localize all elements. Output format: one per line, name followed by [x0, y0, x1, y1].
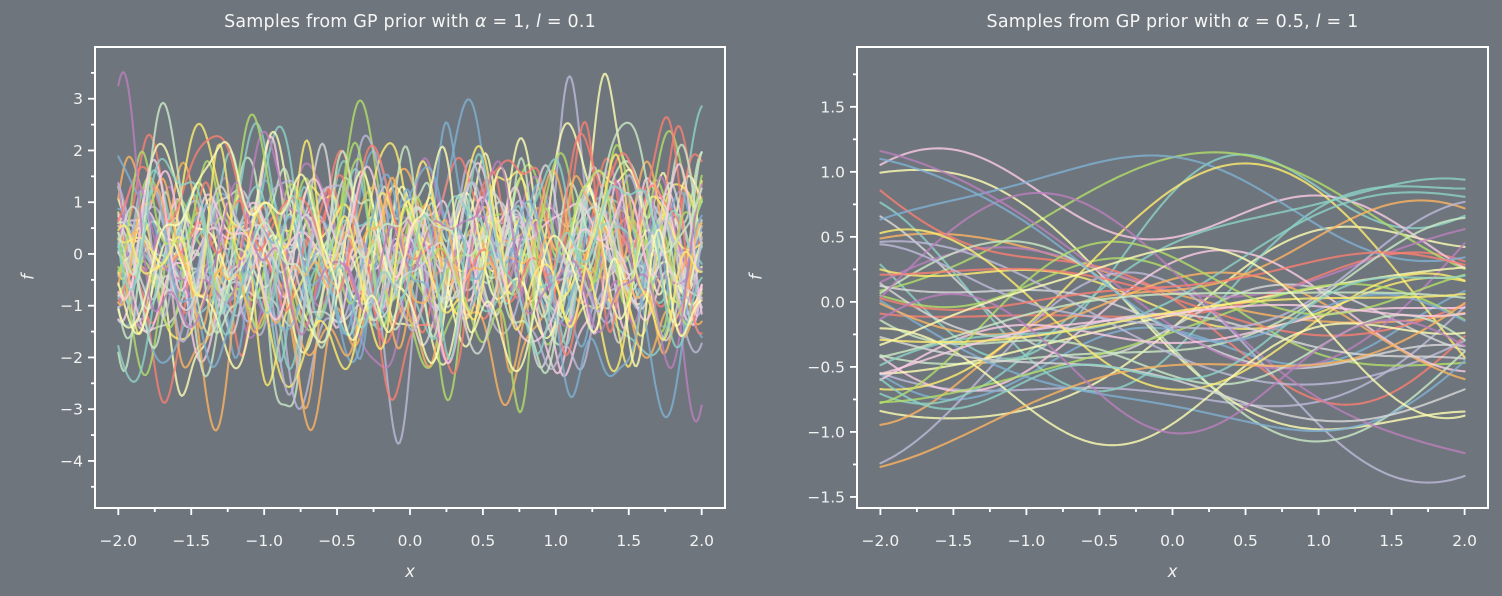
gp-sample-curve	[879, 240, 1466, 386]
gp-sample-curve	[879, 153, 1466, 360]
title-text: Samples from GP prior with	[224, 12, 476, 32]
y-tick-label: 1.0	[820, 163, 845, 181]
axis-tick-labels: −2.0 −1.5 −1.0 −0.5 0.0 0.5 1.0 1.5 2.0 3 2 1 0 −1 −2 −…	[60, 90, 714, 550]
gp-sample-curve	[879, 147, 1466, 270]
plot-title-right: Samples from GP prior with α = 0.5, l = …	[857, 12, 1488, 36]
gp-sample-curve	[117, 150, 703, 363]
title-text: = 0.5,	[1249, 12, 1316, 32]
gp-sample-curve	[879, 162, 1466, 391]
x-tick-label: 1.0	[544, 532, 569, 550]
gp-sample-curve	[117, 158, 703, 365]
title-text: = 0.1	[541, 12, 596, 32]
y-tick-label: −2	[60, 349, 83, 367]
gp-prior-plot-right: −2.0 −1.5 −1.0 −0.5 0.0 0.5 1.0 1.5 2.0 1.5 1.0 0.5…	[807, 46, 1489, 550]
gp-sample-curve	[117, 101, 703, 375]
plot-title-left: Samples from GP prior with α = 1, l = 0.…	[95, 12, 725, 36]
gp-sample-curve	[117, 170, 703, 370]
gp-sample-curve	[117, 157, 703, 401]
gp-sample-curve	[879, 303, 1466, 375]
gp-sample-curve	[879, 245, 1466, 420]
title-math-var: α	[475, 12, 487, 32]
gp-sample-curve	[879, 168, 1466, 431]
gp-sample-curve	[879, 267, 1466, 337]
x-tick-label: 1.5	[616, 532, 641, 550]
x-tick-label: −1.0	[1008, 532, 1046, 550]
y-tick-label: 0.0	[820, 293, 845, 311]
gp-sample-curve	[879, 251, 1466, 311]
x-tick-label: −1.5	[935, 532, 973, 550]
x-tick-label: 1.0	[1306, 532, 1331, 550]
gp-sample-curve	[879, 240, 1466, 443]
y-tick-label: −0.5	[807, 358, 845, 376]
x-tick-label: −2.0	[100, 532, 138, 550]
gp-sample-curve	[117, 201, 703, 334]
gp-sample-curves	[117, 71, 703, 445]
y-tick-label: 0	[73, 245, 83, 263]
gp-sample-curves	[879, 147, 1466, 484]
gp-sample-curve	[117, 140, 703, 373]
axis-ticks	[850, 73, 1466, 515]
x-axis-label-left: x	[405, 562, 415, 581]
y-axis-label-right: f	[746, 274, 766, 280]
y-tick-label: −1.0	[807, 423, 845, 441]
gp-sample-curve	[879, 291, 1466, 359]
title-math-var: l	[536, 12, 542, 32]
x-tick-label: −1.0	[245, 532, 283, 550]
gp-sample-curve	[879, 292, 1466, 344]
gp-sample-curve	[879, 322, 1466, 447]
gp-sample-curve	[879, 301, 1466, 468]
x-tick-label: −1.5	[172, 532, 210, 550]
y-tick-label: 0.5	[820, 228, 845, 246]
y-tick-label: −3	[60, 401, 83, 419]
gp-sample-curve	[879, 271, 1466, 484]
gp-sample-curve	[879, 191, 1466, 455]
y-tick-label: 2	[73, 142, 83, 160]
gp-sample-curve	[879, 306, 1466, 381]
gp-sample-curve	[879, 200, 1466, 330]
y-tick-label: 1.5	[820, 98, 845, 116]
y-tick-label: 3	[73, 90, 83, 108]
gp-sample-curve	[879, 249, 1466, 393]
gp-sample-curve	[117, 158, 703, 383]
gp-sample-curve	[879, 191, 1466, 367]
x-tick-label: −0.5	[318, 532, 356, 550]
gp-sample-curve	[879, 177, 1466, 405]
x-tick-label: −2.0	[862, 532, 900, 550]
axis-ticks	[88, 71, 703, 515]
title-text: Samples from GP prior with	[986, 12, 1238, 32]
axis-tick-labels: −2.0 −1.5 −1.0 −0.5 0.0 0.5 1.0 1.5 2.0 1.5 1.0 0.5…	[807, 98, 1477, 550]
gp-sample-curve	[879, 228, 1466, 391]
x-tick-label: 0.0	[1160, 532, 1185, 550]
title-math-var: α	[1237, 12, 1250, 32]
x-tick-label: −0.5	[1081, 532, 1119, 550]
x-tick-label: 1.5	[1379, 532, 1404, 550]
gp-sample-curve	[117, 174, 703, 396]
y-tick-label: −1	[60, 297, 83, 315]
y-tick-label: 1	[73, 194, 83, 212]
title-text: = 1,	[486, 12, 537, 32]
title-math-var: l	[1315, 12, 1321, 32]
gp-sample-curve	[879, 157, 1466, 343]
gp-sample-curve	[879, 293, 1466, 435]
y-tick-label: −1.5	[807, 488, 845, 506]
x-tick-label: 0.0	[398, 532, 423, 550]
gp-sample-curve	[117, 174, 703, 374]
gp-sample-curve	[117, 143, 703, 378]
y-tick-label: −4	[60, 452, 83, 470]
gp-prior-plot-left: −2.0 −1.5 −1.0 −0.5 0.0 0.5 1.0 1.5 2.0 3 2 1 0 −1 −2 −…	[60, 46, 726, 550]
y-axis-label-left: f	[18, 274, 38, 280]
x-tick-label: 0.5	[471, 532, 496, 550]
gp-sample-curve	[879, 282, 1466, 404]
x-tick-label: 2.0	[1452, 532, 1477, 550]
x-tick-label: 2.0	[689, 532, 714, 550]
gp-sample-curve	[117, 116, 703, 335]
x-axis-label-right: x	[1167, 562, 1178, 581]
gp-sample-curve	[879, 274, 1466, 410]
title-text: = 1	[1320, 12, 1359, 32]
x-tick-label: 0.5	[1233, 532, 1258, 550]
gp-sample-curve	[117, 152, 703, 360]
